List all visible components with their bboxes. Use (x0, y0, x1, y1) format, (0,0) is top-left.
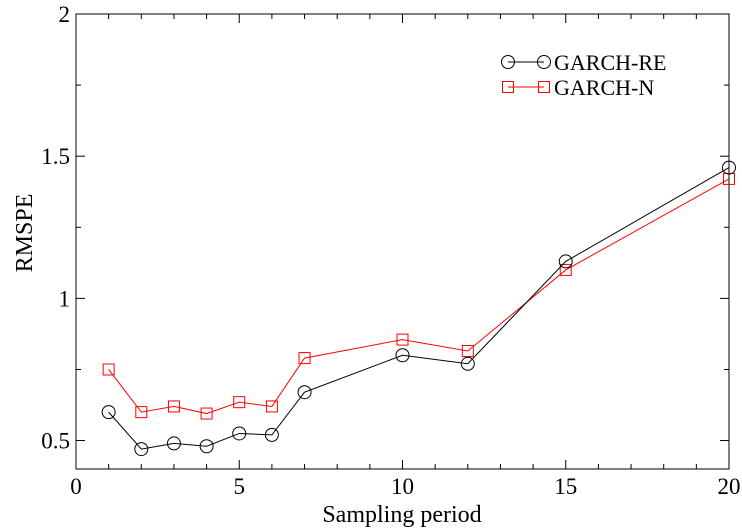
legend-item-garch-n: GARCH-N (502, 75, 654, 100)
legend-marker-garch-n (502, 81, 514, 93)
y-tick-label: 1 (59, 286, 71, 311)
data-point-garch-re (722, 160, 736, 175)
data-point-garch-re (199, 439, 214, 454)
data-point-garch-n (723, 172, 735, 185)
data-point-garch-re (264, 427, 279, 442)
y-axis-label: RMSPE (12, 194, 38, 273)
legend-marker-garch-re (537, 55, 551, 69)
x-tick-label: 0 (70, 474, 82, 499)
data-point-garch-re (134, 442, 149, 457)
y-tick-label: 1.5 (41, 144, 70, 169)
x-tick-label: 20 (718, 474, 741, 499)
legend-marker-garch-n (538, 81, 550, 93)
data-point-garch-re (395, 348, 410, 363)
data-point-garch-n (265, 400, 278, 413)
series-line-garch-re (108, 167, 730, 450)
data-point-garch-n (233, 396, 246, 409)
legend-item-garch-re: GARCH-RE (501, 50, 666, 75)
legend-label-garch-n: GARCH-N (554, 75, 654, 100)
data-point-garch-re (297, 385, 312, 400)
data-point-garch-re (232, 426, 247, 441)
series-layer (101, 160, 736, 457)
series-line-garch-n (108, 178, 730, 415)
legend-marker-garch-re (501, 55, 515, 69)
data-point-garch-re (558, 254, 573, 269)
data-point-garch-n (461, 344, 474, 357)
data-point-garch-n (396, 333, 409, 346)
legend-label-garch-re: GARCH-RE (554, 50, 666, 75)
y-tick-label: 0.5 (41, 429, 70, 454)
data-point-garch-re (101, 405, 116, 420)
y-tick-label: 2 (59, 2, 71, 27)
data-point-garch-n (102, 363, 115, 376)
x-tick-label: 15 (554, 474, 577, 499)
series-garch-n (102, 172, 735, 420)
x-tick-label: 10 (391, 474, 414, 499)
x-axis-label: Sampling period (322, 502, 481, 528)
series-garch-re (101, 160, 736, 457)
data-point-garch-n (559, 263, 572, 276)
axes: 0 5 10 15 20 0.5 1 1.5 2 (41, 2, 740, 499)
data-point-garch-n (135, 406, 148, 419)
data-point-garch-n (298, 352, 311, 365)
data-point-garch-n (167, 400, 180, 413)
data-point-garch-re (460, 356, 475, 371)
data-point-garch-n (200, 407, 213, 420)
data-point-garch-re (166, 436, 181, 451)
x-tick-label: 5 (234, 474, 246, 499)
